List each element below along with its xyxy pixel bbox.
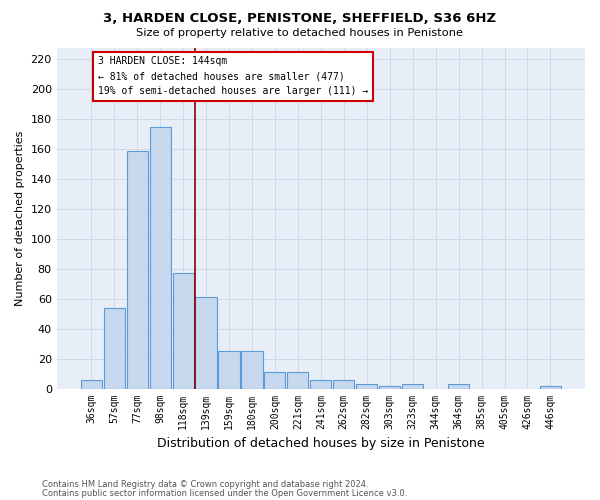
Text: Contains public sector information licensed under the Open Government Licence v3: Contains public sector information licen… [42,489,407,498]
Bar [104,308,125,388]
X-axis label: Distribution of detached houses by size in Penistone: Distribution of detached houses by size … [157,437,485,450]
Bar [149,127,170,388]
Text: 3 HARDEN CLOSE: 144sqm
← 81% of detached houses are smaller (477)
19% of semi-de: 3 HARDEN CLOSE: 144sqm ← 81% of detached… [98,56,368,96]
Text: Size of property relative to detached houses in Penistone: Size of property relative to detached ho… [137,28,464,38]
Bar [241,351,263,389]
Text: 3, HARDEN CLOSE, PENISTONE, SHEFFIELD, S36 6HZ: 3, HARDEN CLOSE, PENISTONE, SHEFFIELD, S… [103,12,497,24]
Y-axis label: Number of detached properties: Number of detached properties [15,130,25,306]
Bar [379,386,400,388]
Bar [448,384,469,388]
Bar [356,384,377,388]
Bar [80,380,102,388]
Bar [287,372,308,388]
Bar [218,351,239,389]
Bar [540,386,561,388]
Bar [402,384,423,388]
Bar [196,298,217,388]
Bar [333,380,355,388]
Bar [310,380,331,388]
Bar [265,372,286,388]
Text: Contains HM Land Registry data © Crown copyright and database right 2024.: Contains HM Land Registry data © Crown c… [42,480,368,489]
Bar [127,150,148,388]
Bar [173,274,194,388]
